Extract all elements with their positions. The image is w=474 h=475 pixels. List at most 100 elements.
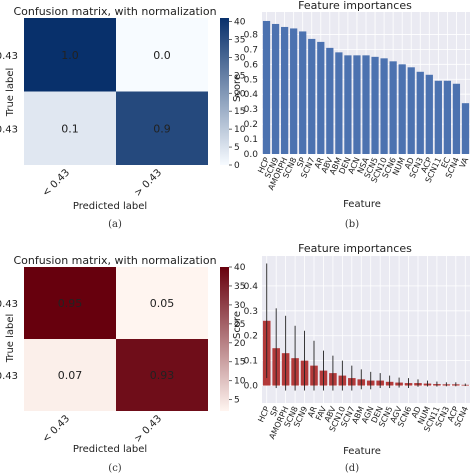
bar	[380, 58, 388, 155]
ylabel-a: True label	[5, 68, 16, 118]
colorbar-tick-label: 5	[234, 143, 240, 153]
bar-chart-d: 0.00.10.20.30.4HCPSPAMORPHSCN8SCN9ARFAVA…	[244, 256, 470, 441]
bar	[308, 38, 316, 155]
bar	[335, 52, 343, 154]
x-tick-label: AR	[306, 405, 319, 419]
bar	[326, 47, 334, 154]
y-tick-label: < 0.43	[0, 51, 18, 62]
ylabel-c: True label	[5, 314, 16, 364]
caption-c: (c)	[108, 463, 122, 474]
heatmap-cell	[116, 267, 208, 339]
x-tick-label: AD	[410, 405, 423, 419]
heatmap-cell	[24, 339, 116, 411]
colorbar-fill	[220, 267, 229, 411]
xlabel-d: Feature	[343, 446, 381, 457]
xlabel-b: Feature	[343, 199, 381, 210]
panel-d: Feature importances 0.00.10.20.30.4HCPSP…	[232, 242, 470, 474]
colorbar-tick-label: 5	[234, 396, 240, 406]
bar	[344, 55, 352, 155]
x-tick-label: < 0.43	[40, 413, 72, 445]
heatmap-cell	[24, 267, 116, 339]
y-tick-label: 0.1	[244, 357, 258, 367]
y-tick-label: > 0.43	[0, 124, 18, 135]
cell-label: 0.95	[58, 297, 83, 310]
x-tick-label: SP	[295, 156, 307, 169]
colorbar-tick-label: 15	[234, 358, 245, 368]
title-c: Confusion matrix, with normalization	[13, 254, 216, 267]
ylabel-b: Score	[232, 74, 243, 102]
y-tick-label: 0.4	[244, 282, 259, 292]
panel-c: Confusion matrix, with normalization 0.9…	[0, 254, 246, 474]
colorbar-tick-label: 10	[234, 377, 246, 387]
bar	[443, 80, 452, 154]
cell-label: 0.93	[150, 369, 175, 382]
bar-chart-b: 0.00.10.20.30.40.50.60.70.8HCPSCN9AMORPH…	[244, 12, 471, 192]
colorbar-tick-label: 20	[234, 339, 246, 349]
colorbar-tick-label: 30	[234, 301, 246, 311]
colorbar-tick-label: 35	[234, 36, 245, 46]
colorbar-tick-label: 30	[234, 53, 246, 63]
bar	[425, 74, 433, 154]
bar	[371, 56, 379, 155]
y-tick-label: 0.0	[244, 382, 259, 392]
colorbar-tick-label: 40	[234, 263, 246, 273]
y-tick-label: 0.0	[244, 150, 259, 160]
y-tick-label: 0.1	[244, 135, 258, 145]
caption-d: (d)	[345, 463, 359, 474]
x-tick-label: SP	[269, 405, 281, 418]
bar	[317, 41, 325, 154]
colorbar-tick-label: 35	[234, 282, 245, 292]
y-tick-label: > 0.43	[0, 371, 18, 382]
bar	[280, 26, 289, 154]
y-tick-label: 0.2	[244, 120, 258, 130]
y-tick-label: 0.3	[244, 307, 258, 317]
bar	[262, 20, 271, 155]
title-d: Feature importances	[298, 242, 412, 255]
y-tick-label: 0.4	[244, 90, 259, 100]
x-tick-label: AD	[403, 156, 416, 170]
colorbar-tick-label: 15	[234, 107, 245, 117]
bar	[353, 55, 361, 155]
panel-b: Feature importances 0.0 0.1 0.2 0.3 0.4 0.5 0.…	[232, 0, 471, 230]
x-tick-label: > 0.43	[132, 167, 164, 199]
colorbar-a: 40 35 30 25 20 15 10 5 0	[220, 18, 246, 171]
caption-a: (a)	[108, 219, 122, 230]
x-tick-label: > 0.43	[132, 413, 164, 445]
cell-label: 0.0	[153, 49, 171, 62]
y-tick-label: 0.6	[244, 60, 259, 70]
bar	[416, 71, 424, 154]
y-tick-label: 0.8	[244, 30, 259, 40]
cell-label: 0.05	[150, 297, 175, 310]
cell-label: 1.0	[61, 49, 79, 62]
y-tick-label: 0.3	[244, 105, 258, 115]
bar	[452, 83, 461, 154]
colorbar-fill	[220, 18, 229, 165]
xlabel-a: Predicted label	[73, 201, 147, 212]
heatmap-cell	[24, 91, 116, 165]
colorbar-tick-label: 10	[234, 125, 246, 135]
heatmap-cell	[24, 18, 116, 92]
x-tick-label: AR	[313, 156, 326, 170]
heatmap-a: 1.0 0.0 < 0.43 0.1 0.9 > 0.43 < 0.43 > 0.43	[0, 18, 208, 199]
x-tick-label: < 0.43	[40, 167, 72, 199]
heatmap-cell	[116, 339, 208, 411]
bar	[271, 23, 280, 154]
y-tick-label: 0.5	[244, 75, 258, 85]
panel-a: Confusion matrix, with normalization 1.0…	[0, 5, 246, 230]
colorbar-tick-label: 40	[234, 18, 246, 28]
heatmap-cell	[116, 18, 208, 92]
bar	[398, 64, 406, 154]
bar	[290, 28, 298, 154]
cell-label: 0.07	[58, 369, 83, 382]
cell-label: 0.9	[153, 122, 171, 135]
x-tick-label: VA	[458, 156, 471, 170]
bar	[407, 67, 415, 154]
heatmap-cell	[116, 91, 208, 165]
x-tick-label: EC	[440, 156, 453, 170]
colorbar-c: 40 35 30 25 20 15 10 5	[220, 263, 246, 411]
title-b: Feature importances	[298, 0, 412, 12]
colorbar-tick-label: 25	[234, 71, 245, 81]
bar	[461, 103, 470, 154]
caption-b: (b)	[345, 219, 359, 230]
